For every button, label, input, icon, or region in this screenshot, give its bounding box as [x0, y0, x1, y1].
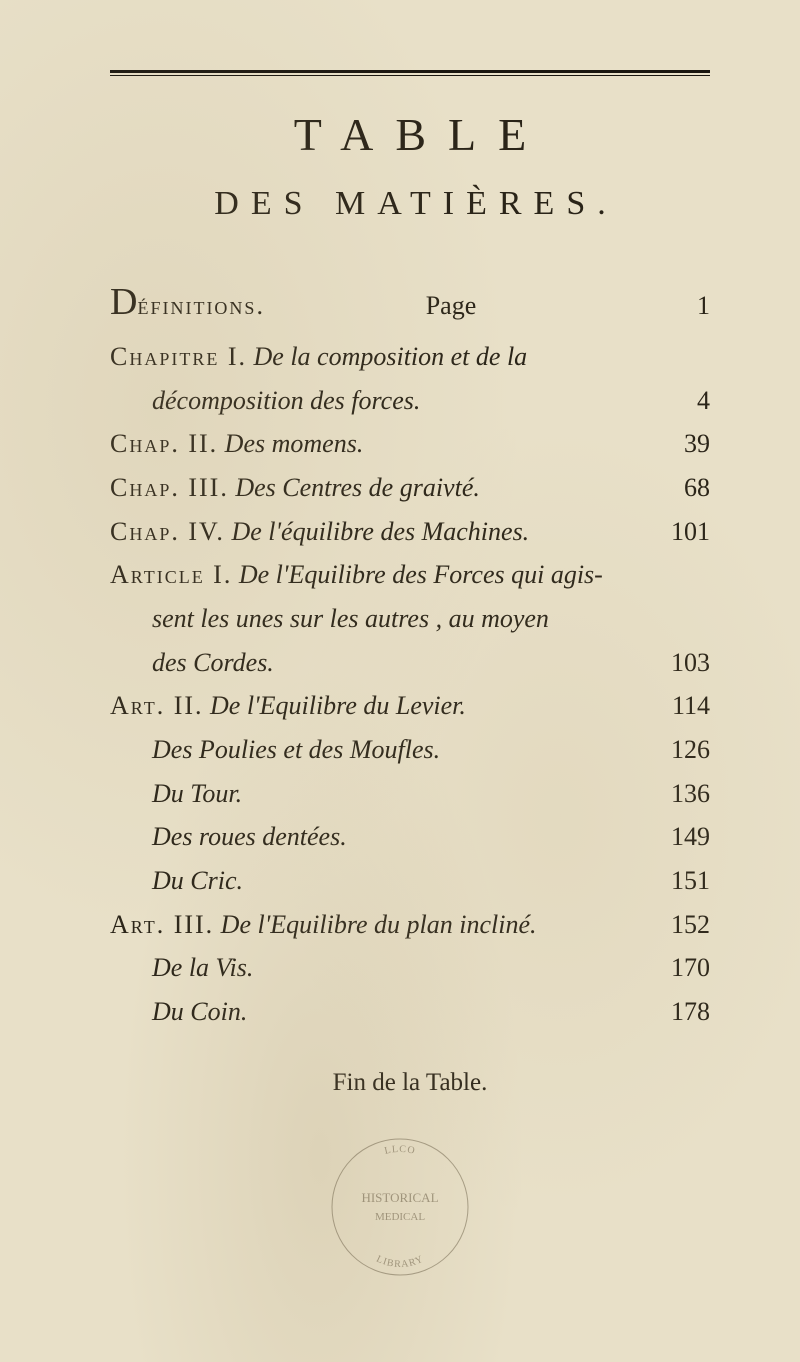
entry-italic: Du Tour.	[152, 772, 242, 816]
toc-entry: Du Coin. 178	[110, 990, 710, 1034]
entry-italic: De l'Equilibre des Forces qui agis-	[239, 560, 603, 589]
toc-entry: Des Poulies et des Moufles. 126	[110, 728, 710, 772]
entry-page: 178	[650, 990, 710, 1034]
entry-text: Art. II. De l'Equilibre du Levier.	[110, 684, 466, 728]
entry-label: Chapitre I.	[110, 342, 247, 371]
horizontal-rule	[110, 70, 710, 76]
entry-label: Chap. II.	[110, 429, 218, 458]
entry-page: 39	[650, 422, 710, 466]
entry-italic: Des Poulies et des Moufles.	[152, 728, 440, 772]
toc-entry: Chap. IV. De l'équilibre des Machines. 1…	[110, 510, 710, 554]
entry-page: 126	[650, 728, 710, 772]
entry-page: 103	[650, 641, 710, 685]
entry-italic: Du Coin.	[152, 990, 247, 1034]
fin-line: Fin de la Table.	[110, 1062, 710, 1104]
entry-text: Chap. II. Des momens.	[110, 422, 363, 466]
entry-page: 68	[650, 466, 710, 510]
entry-italic: Des roues dentées.	[152, 815, 347, 859]
title-main: TABLE	[110, 108, 710, 161]
entry-page: 101	[650, 510, 710, 554]
entry-italic: De l'équilibre des Machines.	[231, 517, 529, 546]
entry-page: 4	[650, 379, 710, 423]
entry-page: 152	[650, 903, 710, 947]
toc-entry-cont: décomposition des forces. 4	[110, 379, 710, 423]
entry-italic: décomposition des forces.	[152, 379, 420, 423]
entry-label: Chap. III.	[110, 473, 229, 502]
entry-italic: De l'Equilibre du Levier.	[210, 691, 466, 720]
entry-italic: De la Vis.	[152, 946, 253, 990]
entry-page: 170	[650, 946, 710, 990]
entry-italic: Des Centres de graivté.	[235, 473, 480, 502]
stamp-bottom-arc: LIBRARY	[375, 1254, 426, 1270]
entry-label: Art. III.	[110, 910, 214, 939]
library-stamp: LLCO HISTORICAL MEDICAL LIBRARY	[315, 1122, 485, 1292]
entry-italic: Du Cric.	[152, 859, 243, 903]
entry-italic: De la composition et de la	[254, 342, 528, 371]
stamp-icon: LLCO HISTORICAL MEDICAL LIBRARY	[315, 1122, 485, 1292]
entry-label: Article I.	[110, 560, 232, 589]
toc-entry: Des roues dentées. 149	[110, 815, 710, 859]
entry-text: Chap. IV. De l'équilibre des Machines.	[110, 510, 529, 554]
toc-entry: Définitions. Page 1	[110, 271, 710, 335]
toc-entry: Chap. III. Des Centres de graivté. 68	[110, 466, 710, 510]
entry-page: 151	[650, 859, 710, 903]
toc-entry: Chapitre I. De la composition et de la	[110, 335, 710, 379]
toc-entry: Art. II. De l'Equilibre du Levier. 114	[110, 684, 710, 728]
entry-page: 149	[650, 815, 710, 859]
entry-italic: De l'Equilibre du plan incliné.	[221, 910, 537, 939]
toc-entry-cont: des Cordes. 103	[110, 641, 710, 685]
stamp-top-arc: LLCO	[383, 1144, 416, 1157]
stamp-line2: MEDICAL	[375, 1211, 425, 1223]
title-sub: DES MATIÈRES.	[110, 185, 710, 223]
entry-text: Article I. De l'Equilibre des Forces qui…	[110, 553, 603, 597]
toc-entry: Du Cric. 151	[110, 859, 710, 903]
dropcap: D	[110, 281, 137, 323]
svg-text:LIBRARY: LIBRARY	[375, 1254, 426, 1270]
entry-text: Art. III. De l'Equilibre du plan incliné…	[110, 903, 537, 947]
toc-entry: Art. III. De l'Equilibre du plan incliné…	[110, 903, 710, 947]
toc-entry: De la Vis. 170	[110, 946, 710, 990]
entry-label: Chap. IV.	[110, 517, 225, 546]
entry-text: Définitions.	[110, 271, 265, 335]
toc-entry: Du Tour. 136	[110, 772, 710, 816]
toc-entry: Chap. II. Des momens. 39	[110, 422, 710, 466]
toc-entry-cont: sent les unes sur les autres , au moyen	[110, 597, 710, 641]
entry-page: 114	[650, 684, 710, 728]
entry-text: Chap. III. Des Centres de graivté.	[110, 466, 480, 510]
toc-content: Définitions. Page 1 Chapitre I. De la co…	[110, 271, 710, 1104]
toc-entry: Article I. De l'Equilibre des Forces qui…	[110, 553, 710, 597]
svg-text:LLCO: LLCO	[383, 1144, 416, 1157]
entry-italic: des Cordes.	[152, 641, 274, 685]
entry-italic: Des momens.	[225, 429, 364, 458]
stamp-line1: HISTORICAL	[361, 1190, 438, 1205]
entry-text: Chapitre I. De la composition et de la	[110, 335, 527, 379]
entry-page: 1	[650, 284, 710, 328]
entry-label: éfinitions.	[137, 291, 265, 320]
page-label-text: Page	[426, 284, 490, 328]
entry-label: Art. II.	[110, 691, 204, 720]
entry-page: 136	[650, 772, 710, 816]
entry-italic: sent les unes sur les autres , au moyen	[152, 597, 549, 641]
